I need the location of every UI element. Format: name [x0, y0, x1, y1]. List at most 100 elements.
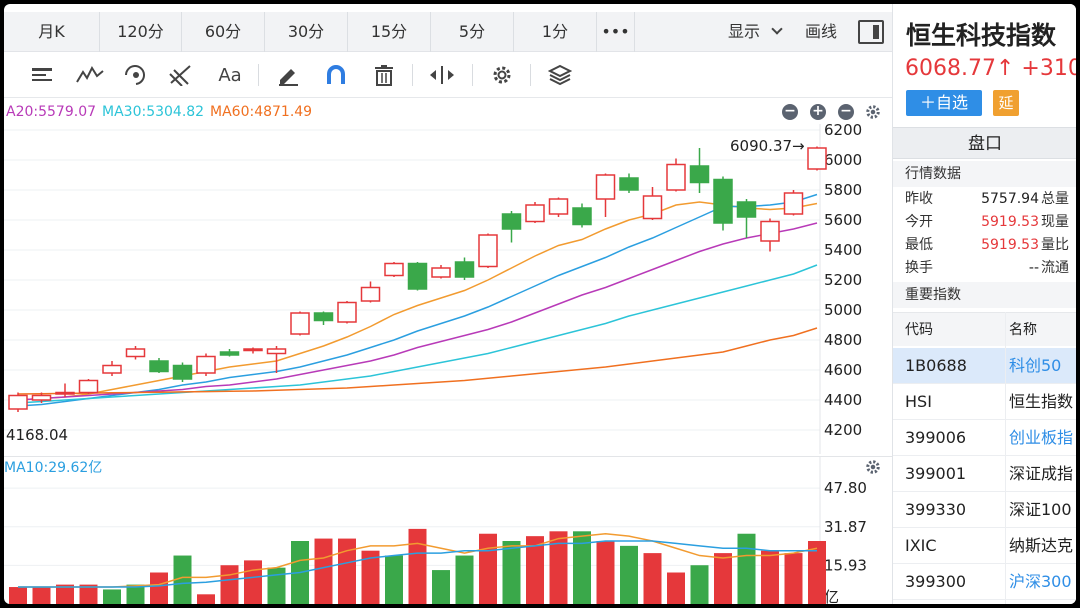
volume-bar[interactable] — [408, 528, 427, 604]
draw-line-button[interactable]: 画线 — [805, 22, 838, 41]
remove-indicator-icon[interactable]: − — [838, 104, 854, 120]
volume-bar[interactable] — [455, 555, 474, 604]
candle[interactable] — [360, 281, 381, 303]
add-watchlist-button[interactable]: ＋自选 — [906, 90, 982, 116]
volume-bar[interactable] — [79, 584, 98, 604]
candle[interactable] — [125, 346, 146, 360]
candle[interactable] — [689, 148, 710, 193]
candle[interactable] — [149, 358, 169, 373]
volume-bar[interactable] — [338, 538, 356, 604]
volume-bar[interactable] — [714, 553, 732, 604]
candle[interactable] — [619, 173, 639, 194]
candle[interactable] — [760, 218, 780, 252]
layers-icon[interactable] — [546, 62, 574, 88]
index-row[interactable]: 1B0688 科创50 — [893, 348, 1076, 384]
volume-bar[interactable] — [385, 555, 403, 604]
fibonacci-icon[interactable] — [168, 62, 196, 88]
candle[interactable] — [243, 347, 263, 354]
candle[interactable] — [572, 203, 592, 228]
volume-bar[interactable] — [667, 572, 685, 605]
candle[interactable] — [8, 392, 28, 413]
cycle-icon[interactable] — [122, 62, 150, 88]
volume-bar[interactable] — [737, 533, 756, 604]
kline-chart[interactable]: 6200 6000 5800 5600 5400 5200 5000 4800 4600 4400… — [4, 124, 892, 454]
display-menu-button[interactable]: 显示 — [728, 12, 783, 52]
volume-bar[interactable] — [103, 589, 121, 604]
candle[interactable] — [501, 211, 522, 243]
candle[interactable] — [384, 262, 404, 277]
volume-bar[interactable] — [620, 545, 638, 604]
candle[interactable] — [55, 383, 75, 398]
period-tab-5[interactable]: 5分 — [431, 12, 514, 52]
magnet-icon[interactable] — [322, 62, 350, 88]
volume-bar[interactable] — [808, 541, 826, 604]
volume-bar[interactable] — [267, 567, 286, 604]
candle[interactable] — [313, 311, 334, 326]
layout-toggle-icon[interactable] — [858, 20, 884, 44]
volume-bar[interactable] — [526, 536, 544, 604]
period-tab-3[interactable]: 30分 — [265, 12, 348, 52]
candle[interactable] — [219, 349, 240, 357]
volume-bar[interactable] — [56, 584, 74, 604]
volume-bar[interactable] — [432, 570, 450, 604]
candle[interactable] — [102, 361, 122, 376]
index-row[interactable]: 399330 深证100 — [893, 492, 1076, 528]
volume-bar[interactable] — [690, 565, 709, 604]
index-row[interactable]: HSI 恒生指数 — [893, 384, 1076, 420]
index-row[interactable]: IXIC 纳斯达克 — [893, 528, 1076, 564]
candle[interactable] — [713, 176, 733, 231]
candle[interactable] — [266, 346, 287, 373]
volume-bar[interactable] — [126, 584, 145, 604]
kline-settings-icon[interactable] — [864, 103, 882, 121]
trash-icon[interactable] — [370, 62, 398, 88]
index-row[interactable]: 399300 沪深300 — [893, 564, 1076, 600]
candle[interactable] — [196, 353, 216, 377]
candle[interactable] — [807, 146, 827, 171]
candle[interactable] — [666, 158, 686, 192]
text-tool-icon[interactable]: Aa — [218, 64, 242, 86]
period-tab-6[interactable]: 1分 — [514, 12, 597, 52]
candle[interactable] — [595, 173, 616, 218]
volume-bar[interactable] — [784, 553, 803, 604]
period-tab-1[interactable]: 120分 — [100, 12, 182, 52]
collapse-indicator-icon[interactable]: − — [782, 104, 798, 120]
volume-bar[interactable] — [596, 541, 615, 604]
volume-bar[interactable] — [361, 550, 380, 604]
volume-bar[interactable] — [479, 533, 497, 604]
volume-bar[interactable] — [220, 565, 239, 604]
index-row[interactable]: 399001 深证成指 — [893, 456, 1076, 492]
period-tab-0[interactable]: 月K — [4, 12, 100, 52]
volume-bar[interactable] — [9, 587, 27, 604]
tab-pankou[interactable]: 盘口 — [893, 127, 1076, 159]
volume-bar[interactable] — [244, 560, 262, 604]
period-tab-4[interactable]: 15分 — [348, 12, 431, 52]
volume-chart[interactable]: 47.80 31.87 15.93 亿 — [4, 456, 892, 604]
candle[interactable] — [478, 233, 498, 269]
volume-settings-icon[interactable] — [864, 458, 882, 476]
volume-bar[interactable] — [197, 594, 215, 604]
volume-bar[interactable] — [573, 531, 591, 604]
candle[interactable] — [454, 257, 475, 281]
candle[interactable] — [525, 202, 545, 223]
candle[interactable] — [783, 190, 804, 216]
trend-line-icon[interactable] — [76, 62, 104, 88]
candle[interactable] — [642, 187, 663, 220]
index-row[interactable]: 399006 创业板指 — [893, 420, 1076, 456]
candle[interactable] — [31, 392, 52, 404]
candle[interactable] — [736, 199, 757, 238]
candle[interactable] — [431, 265, 451, 279]
candle[interactable] — [337, 301, 357, 324]
more-periods-button[interactable]: ••• — [597, 12, 635, 52]
pen-icon[interactable] — [274, 62, 302, 88]
volume-bar[interactable] — [643, 553, 662, 604]
candle[interactable] — [78, 379, 99, 394]
volume-bar[interactable] — [314, 538, 333, 604]
volume-bar[interactable] — [549, 531, 568, 604]
candle[interactable] — [407, 262, 428, 291]
volume-bar[interactable] — [761, 550, 779, 604]
candle[interactable] — [172, 362, 193, 383]
volume-bar[interactable] — [502, 541, 521, 604]
settings-gear-icon[interactable] — [488, 62, 516, 88]
period-tab-2[interactable]: 60分 — [182, 12, 265, 52]
add-indicator-icon[interactable]: + — [810, 104, 826, 120]
